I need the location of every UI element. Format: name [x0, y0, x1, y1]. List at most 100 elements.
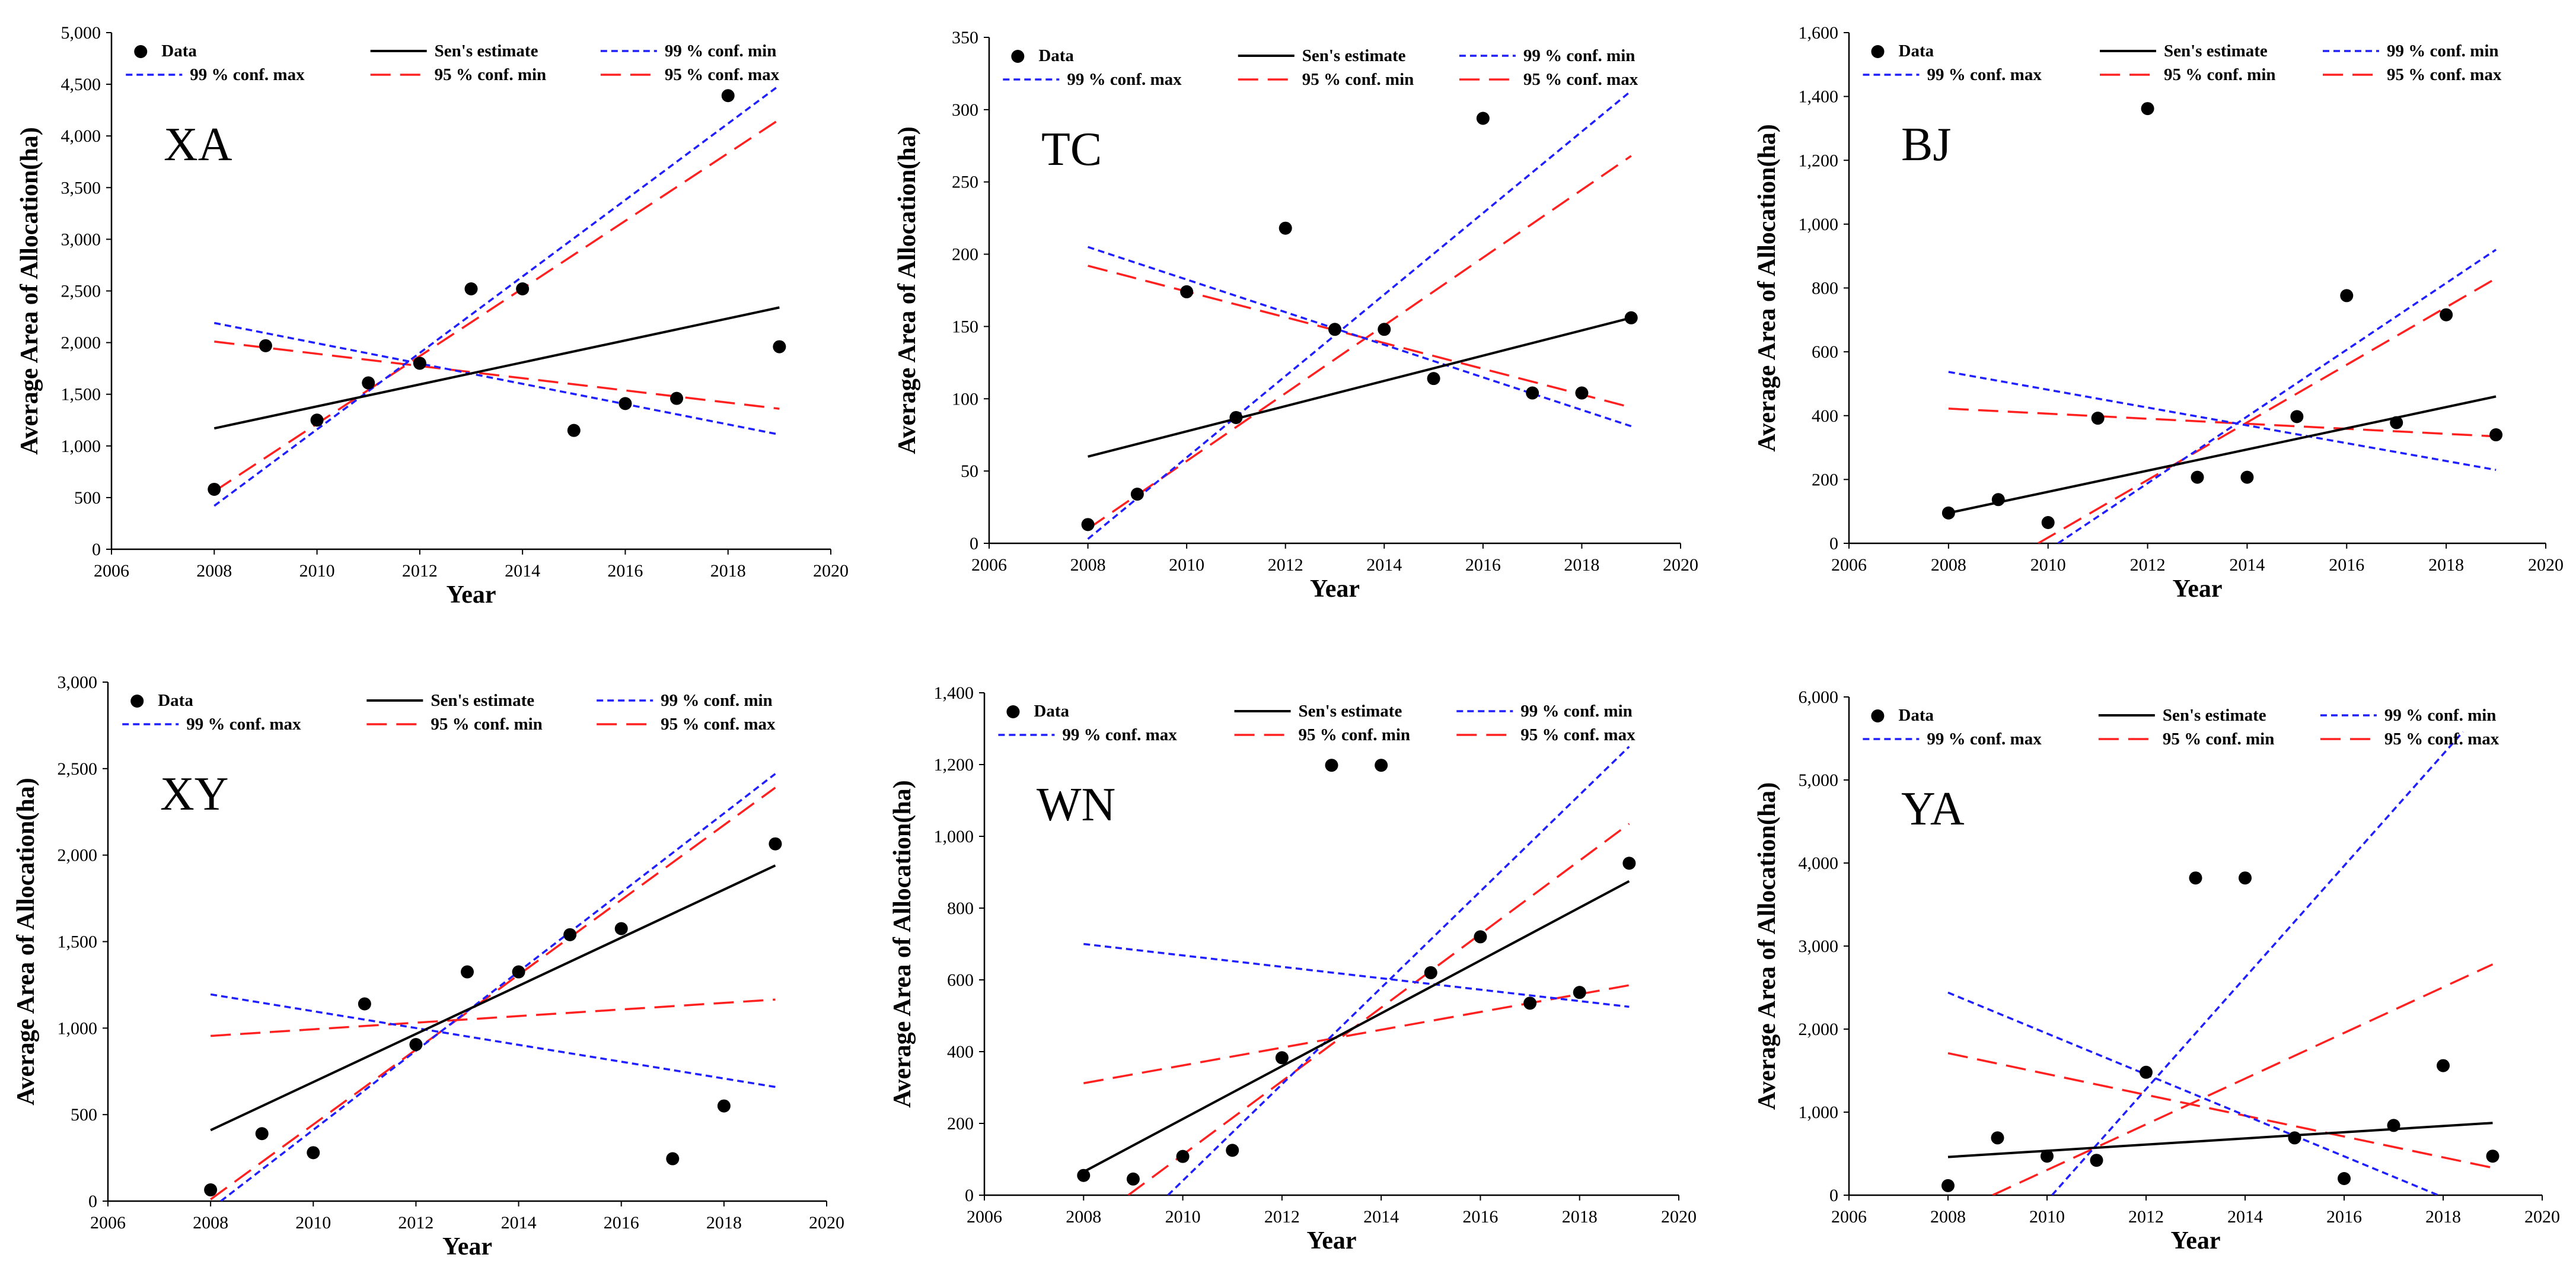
- y-tick-label: 1,200: [1799, 151, 1839, 170]
- legend-marker-data: [1871, 709, 1885, 722]
- legend-label-c99min: 99 % conf. min: [665, 42, 777, 61]
- line-c95max: [213, 118, 780, 492]
- data-point: [461, 965, 474, 979]
- legend-label-c99min: 99 % conf. min: [2387, 42, 2499, 61]
- chart-xa: 0 500 1,000 1,500 2,000 2,500 3,000 3,500 4,000 4…: [16, 23, 849, 609]
- y-tick-label: 1,000: [1799, 215, 1839, 234]
- data-point: [2387, 1119, 2400, 1132]
- legend-label-sen: Sen's estimate: [435, 42, 538, 61]
- data-point: [2189, 871, 2202, 885]
- x-tick-label: 2012: [1268, 555, 1303, 575]
- y-tick-label: 4,000: [1799, 854, 1839, 873]
- x-tick-label: 2010: [1165, 1207, 1201, 1227]
- x-tick-label: 2014: [505, 561, 540, 581]
- y-tick-label: 1,200: [934, 755, 974, 775]
- y-tick-label: 600: [1812, 342, 1838, 362]
- legend-marker-data: [130, 695, 144, 708]
- legend-label-c99max: 99 % conf. max: [186, 715, 301, 734]
- data-point: [1226, 1144, 1239, 1157]
- legend-label-c99max: 99 % conf. max: [190, 65, 305, 84]
- legend-label-c99min: 99 % conf. min: [1523, 46, 1635, 65]
- data-point: [769, 837, 782, 851]
- x-tick-label: 2014: [2229, 555, 2265, 575]
- legend-label-c95min: 95 % conf. min: [1299, 725, 1411, 744]
- data-point: [773, 340, 786, 354]
- data-point: [2437, 1059, 2450, 1072]
- y-tick-label: 150: [952, 317, 978, 336]
- x-tick-label: 2014: [2227, 1207, 2263, 1227]
- y-tick-label: 50: [961, 461, 978, 481]
- legend: Data Sen's estimate 99 % conf. min 99 % con…: [1863, 706, 2500, 749]
- y-tick-label: 250: [952, 173, 978, 192]
- x-tick-label: 2012: [2128, 1207, 2164, 1227]
- legend-label-c99max: 99 % conf. max: [1067, 70, 1182, 89]
- legend-label-c99max: 99 % conf. max: [1927, 65, 2042, 84]
- chart-xy: 0 500 1,000 1,500 2,000 2,500 3,000 2006 2008 201…: [12, 673, 844, 1260]
- legend-label-sen: Sen's estimate: [1302, 46, 1406, 65]
- data-point: [2041, 516, 2055, 530]
- data-point: [1474, 930, 1487, 944]
- panel-label: WN: [1037, 779, 1115, 831]
- x-axis-title: Year: [2173, 575, 2223, 603]
- data-point: [208, 482, 221, 496]
- y-tick-label: 800: [1812, 279, 1838, 298]
- chart-wn: 0 200 400 600 800 1,000 1,200 1,400 2006 2008 2010…: [889, 683, 1697, 1254]
- line-c95min: [1083, 984, 1630, 1084]
- y-tick-label: 4,000: [61, 126, 101, 146]
- x-tick-label: 2018: [2428, 555, 2464, 575]
- x-tick-label: 2016: [607, 561, 643, 581]
- x-tick-label: 2008: [193, 1213, 228, 1233]
- data-point: [2140, 1065, 2153, 1079]
- y-tick-label: 2,000: [61, 333, 101, 353]
- x-axis-title: Year: [1307, 1227, 1357, 1254]
- x-tick-label: 2014: [1366, 555, 1402, 575]
- x-tick-label: 2012: [2130, 555, 2166, 575]
- legend: Data Sen's estimate 99 % conf. min 99 % con…: [1003, 46, 1638, 89]
- data-point: [1375, 759, 1388, 772]
- data-point: [567, 424, 581, 437]
- data-point: [717, 1099, 731, 1113]
- y-tick-label: 350: [952, 28, 978, 47]
- legend-label-c95min: 95 % conf. min: [431, 715, 543, 734]
- x-tick-label: 2006: [90, 1213, 126, 1233]
- x-tick-label: 2016: [604, 1213, 639, 1233]
- y-tick-label: 3,000: [61, 230, 101, 249]
- trend-lines: [1083, 746, 1630, 1195]
- legend-label-c95max: 95 % conf. max: [1523, 70, 1638, 89]
- panel-label: XA: [164, 119, 232, 171]
- y-axis-title: Average Area of Allocation(ha): [1754, 124, 1781, 452]
- y-tick-label: 5,000: [1799, 770, 1839, 790]
- legend-label-c95max: 95 % conf. max: [1520, 725, 1635, 744]
- y-axis-title: Average Area of Allocation(ha): [1754, 782, 1781, 1110]
- data-point: [721, 89, 735, 103]
- x-tick-label: 2006: [94, 561, 129, 581]
- legend-label-c99min: 99 % conf. min: [1520, 702, 1633, 721]
- y-tick-label: 400: [1812, 406, 1838, 426]
- y-tick-label: 0: [970, 534, 978, 553]
- x-tick-label: 2008: [1070, 555, 1106, 575]
- y-tick-label: 0: [965, 1186, 974, 1205]
- y-tick-label: 0: [88, 1192, 97, 1211]
- line-sen: [210, 864, 776, 1132]
- line-sen: [1083, 880, 1630, 1173]
- y-tick-label: 200: [947, 1114, 974, 1133]
- line-sen: [1947, 1122, 2493, 1158]
- y-tick-label: 3,500: [61, 178, 101, 198]
- line-c99min: [1167, 746, 1630, 1195]
- data-point: [255, 1127, 269, 1141]
- y-tick-label: 6,000: [1799, 687, 1839, 707]
- legend-label-c95min: 95 % conf. min: [435, 65, 547, 84]
- data-point: [413, 356, 426, 370]
- x-tick-label: 2006: [1831, 1207, 1867, 1227]
- legend-label-sen: Sen's estimate: [2163, 706, 2266, 725]
- legend-label-c99max: 99 % conf. max: [1927, 730, 2042, 749]
- legend-label-data: Data: [158, 691, 193, 710]
- data-point: [2091, 412, 2105, 425]
- line-c99min: [2051, 731, 2464, 1195]
- legend: Data Sen's estimate 99 % conf. min 99 % con…: [122, 691, 776, 734]
- line-c95min: [1088, 265, 1632, 409]
- y-tick-label: 200: [1812, 470, 1838, 489]
- data-point: [1275, 1051, 1289, 1065]
- legend: Data Sen's estimate 99 % conf. min 99 % con…: [126, 42, 780, 84]
- x-tick-label: 2020: [1661, 1207, 1697, 1227]
